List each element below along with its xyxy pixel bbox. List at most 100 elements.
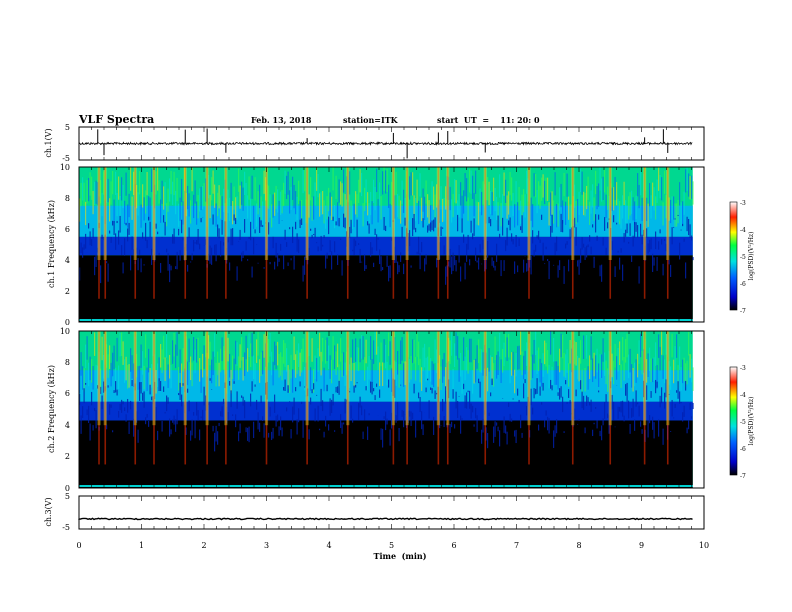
spectrogram-column (106, 424, 108, 430)
spectrogram-column (289, 401, 291, 403)
spectrogram-column (290, 354, 292, 379)
spectrogram-column (236, 342, 238, 366)
spectrogram-column (221, 219, 223, 235)
spectrogram-column (584, 247, 586, 260)
spectrogram-column (241, 337, 243, 361)
spectrogram-column (619, 341, 621, 365)
spectrogram-column (557, 365, 559, 390)
spectrogram-column (286, 175, 288, 200)
spectrogram-column (653, 357, 655, 381)
spectrogram-column (449, 423, 451, 434)
spectrogram-column (230, 369, 232, 394)
spectrogram-column (401, 226, 403, 239)
spectrogram-column (679, 242, 681, 260)
spectrogram-column (179, 349, 181, 373)
spectrogram-column (344, 217, 346, 229)
spectrogram-column (646, 228, 648, 238)
spectrogram-column (182, 237, 184, 241)
spectrogram-column (296, 350, 298, 375)
spectrogram-column (683, 238, 685, 242)
spectrogram-column (403, 410, 405, 428)
spectrogram-column (685, 169, 687, 193)
spectrogram-column (629, 424, 631, 434)
spectrogram-column (365, 179, 367, 203)
spectrogram-column (554, 361, 556, 385)
spectrogram-column (215, 362, 217, 387)
spectrogram-column (455, 180, 457, 204)
spectrogram-column (208, 253, 210, 261)
spectrogram-burst (406, 331, 408, 465)
spectrogram-column (602, 176, 604, 201)
ch1-ytick-10: 10 (60, 163, 70, 172)
time-tick-label: 8 (576, 541, 581, 550)
spectrogram-column (115, 233, 117, 250)
spectrogram-column (124, 200, 126, 224)
spectrogram-column (220, 411, 222, 417)
spectrogram-column (452, 193, 454, 218)
spectrogram-column (680, 367, 682, 391)
spectrogram-column (215, 244, 217, 262)
spectrogram-column (331, 196, 333, 221)
spectrogram-column (404, 217, 406, 226)
spectrogram-column (449, 340, 451, 364)
spectrogram-column (445, 386, 447, 404)
spectrogram-column (523, 355, 525, 380)
spectrogram-column (556, 361, 558, 385)
spectrogram-column (386, 168, 388, 192)
spectrogram-column (581, 237, 583, 250)
spectrogram-column (517, 202, 519, 226)
spectrogram-column (155, 223, 157, 229)
spectrogram-column (641, 234, 643, 245)
spectrogram-column (218, 422, 220, 427)
spectrogram-column (632, 197, 634, 221)
spectrogram-column (491, 378, 493, 386)
spectrogram-column (137, 429, 139, 443)
spectrogram-column (397, 193, 399, 218)
spectrogram-column (598, 183, 600, 207)
spectrogram-column (292, 176, 294, 200)
spectrogram-column (497, 202, 499, 226)
spectrogram-column (649, 239, 651, 252)
spectrogram-burst (528, 331, 530, 465)
spectrogram-column (113, 345, 115, 370)
spectrogram-column (614, 176, 616, 201)
spectrogram-column (233, 358, 235, 383)
spectrogram-column (325, 254, 327, 269)
spectrogram-column (590, 246, 592, 255)
spectrogram-column (83, 244, 85, 250)
spectrogram-burst (446, 331, 450, 426)
spectrogram-column (562, 396, 564, 413)
spectrogram-burst (666, 331, 669, 465)
spectrogram-column (359, 396, 361, 408)
spectrogram-column (290, 186, 292, 211)
spectrogram-column (106, 344, 108, 368)
spectrogram-column (493, 426, 495, 443)
spectrogram-column (374, 331, 376, 355)
spectrogram-column (88, 177, 90, 202)
spectrogram-burst (206, 167, 208, 299)
spectrogram-low-band (79, 236, 693, 256)
spectrogram-column (671, 196, 673, 220)
spectrogram-column (466, 178, 468, 202)
spectrogram-column (151, 168, 153, 193)
spectrogram-column (386, 418, 388, 425)
spectrogram-column (322, 400, 324, 412)
spectrogram-column (649, 183, 651, 207)
spectrogram-column (604, 169, 606, 193)
spectrogram-column (629, 192, 631, 216)
spectrogram-column (133, 363, 135, 387)
spectrogram-column (478, 339, 480, 364)
spectrogram-column (196, 201, 198, 225)
spectrogram-column (260, 395, 262, 404)
spectrogram-burst (183, 331, 187, 426)
spectrogram-column (689, 176, 691, 200)
spectrogram-column (326, 252, 328, 259)
spectrogram-column (562, 219, 564, 233)
spectrogram-column (541, 402, 543, 405)
spectrogram-burst (346, 331, 350, 426)
spectrogram-column (217, 192, 219, 217)
spectrogram-column (97, 385, 99, 389)
spectrogram-column (632, 368, 634, 392)
station-label: station=ITK (343, 115, 399, 125)
